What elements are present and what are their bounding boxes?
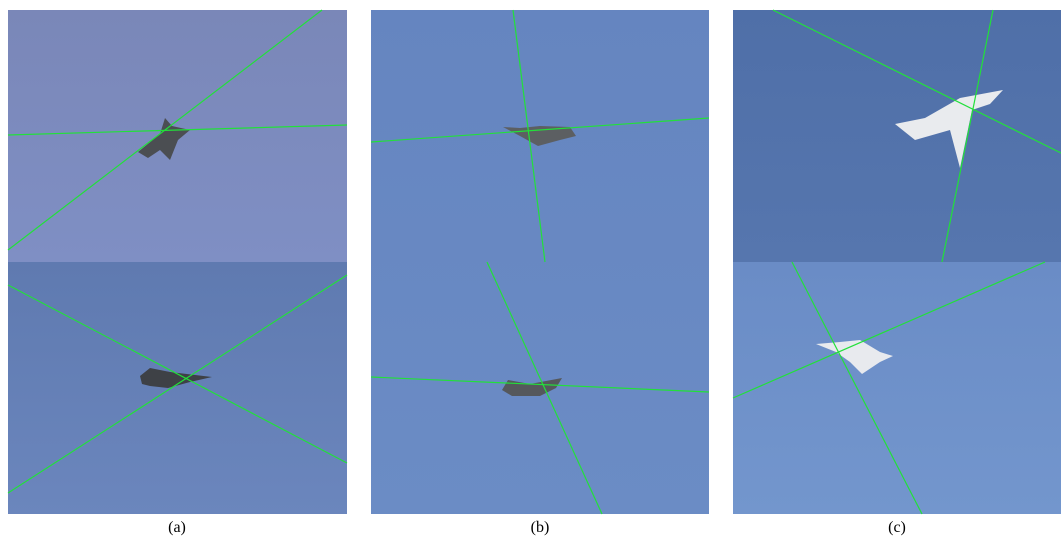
photo	[8, 262, 347, 514]
caption: (c)	[888, 519, 906, 536]
photo	[733, 10, 1061, 262]
caption: (a)	[168, 519, 186, 536]
panel-a	[8, 10, 347, 514]
caption: (b)	[531, 519, 550, 536]
panel-b	[371, 10, 709, 514]
photo	[371, 10, 709, 514]
photo	[733, 262, 1061, 514]
panel-c	[733, 10, 1061, 514]
figure: (a) (b) (c)	[0, 0, 1061, 544]
page: {"panels": [{"caption": "(a)"}, {"captio…	[0, 0, 1061, 544]
